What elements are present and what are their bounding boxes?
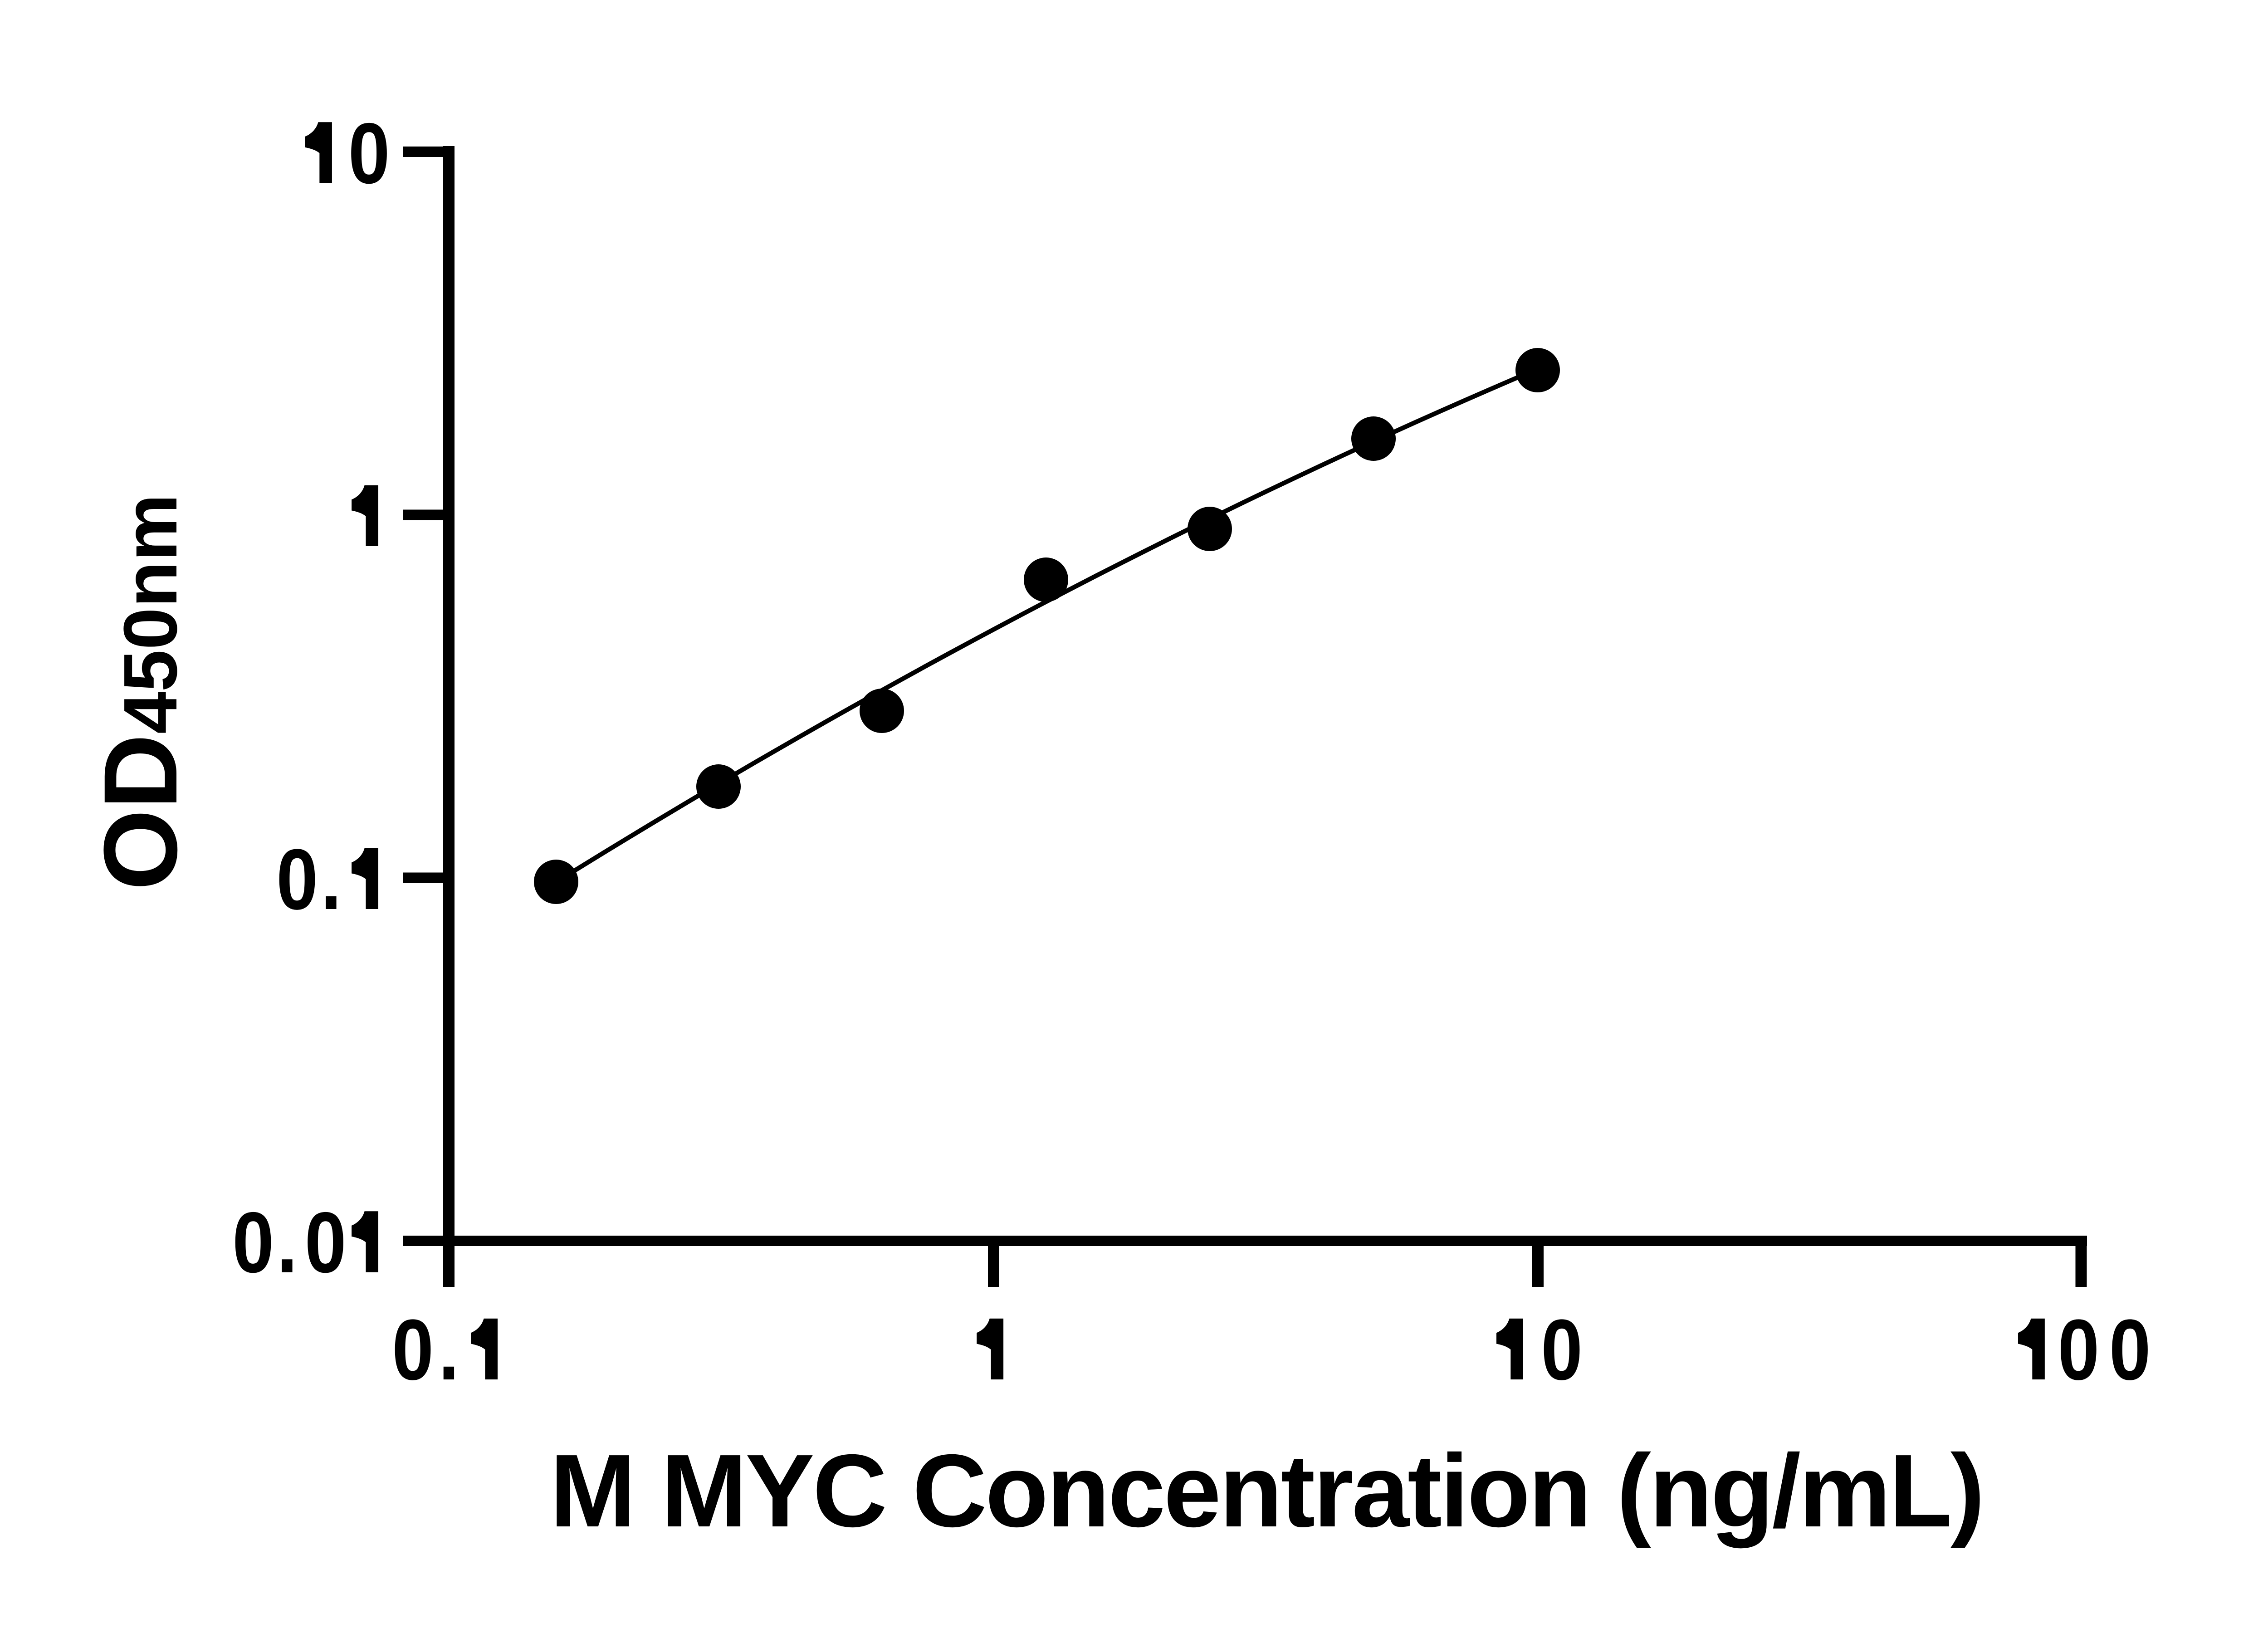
svg-text:OD450nm: OD450nm	[82, 494, 199, 890]
svg-text:0: 0	[2058, 1301, 2099, 1398]
svg-text:0: 0	[276, 831, 318, 927]
svg-text:M MYC Concentration (ng/mL): M MYC Concentration (ng/mL)	[550, 1433, 1983, 1549]
svg-text:0: 0	[305, 1194, 347, 1291]
svg-text:0: 0	[232, 1194, 274, 1291]
svg-text:0: 0	[392, 1301, 434, 1398]
svg-text:.: .	[277, 1194, 298, 1291]
svg-text:.: .	[321, 831, 342, 927]
svg-text:0: 0	[1541, 1301, 1583, 1398]
svg-text:.: .	[439, 1301, 459, 1398]
svg-text:0: 0	[2109, 1301, 2151, 1398]
svg-text:0: 0	[348, 105, 390, 201]
